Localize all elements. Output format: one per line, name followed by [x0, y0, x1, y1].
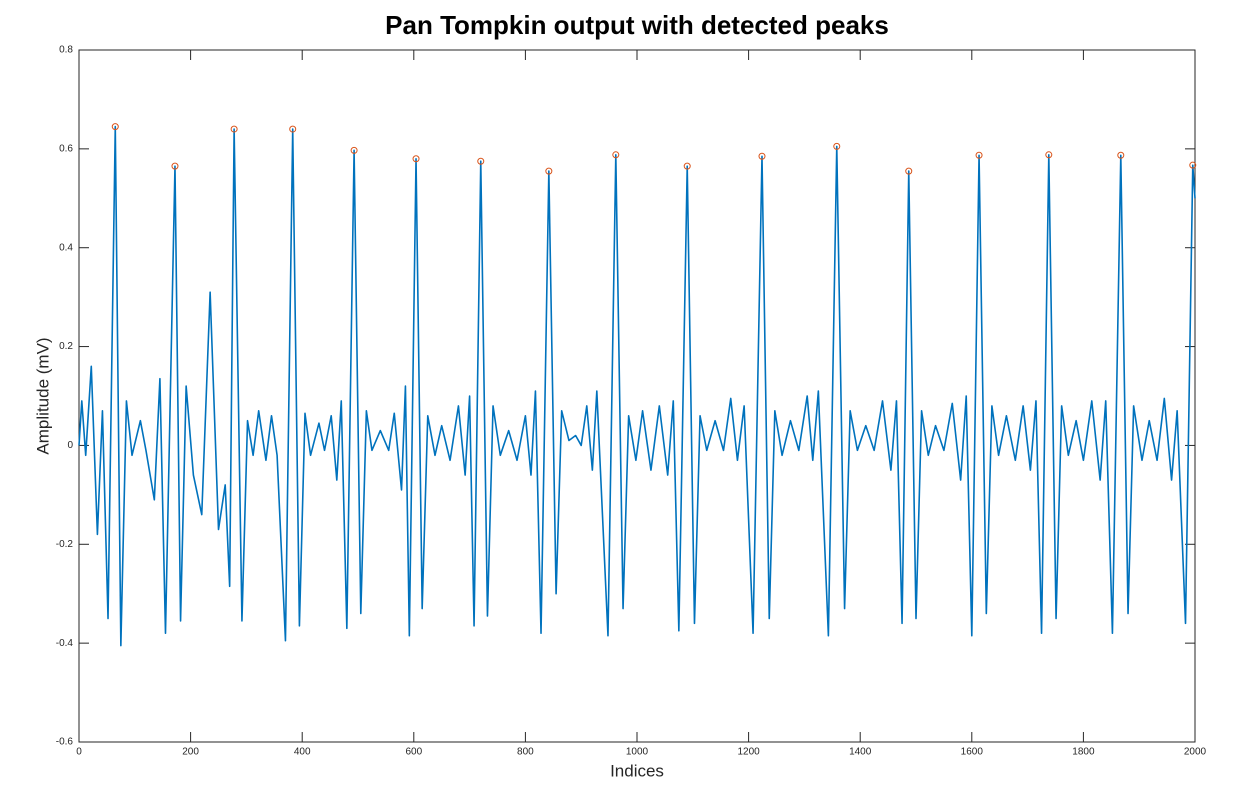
peak-marker: [412, 155, 420, 163]
x-tick-label: 1800: [1072, 747, 1095, 758]
x-axis-label: Indices: [610, 761, 664, 780]
peak-marker: [612, 151, 620, 159]
y-tick-label: -0.6: [56, 737, 74, 748]
x-tick-label: 200: [182, 747, 199, 758]
x-tick-label: 600: [405, 747, 422, 758]
y-tick-label: 0.6: [59, 143, 73, 154]
x-tick-label: 1400: [849, 747, 872, 758]
peak-marker: [1045, 151, 1053, 159]
peak-marker: [477, 157, 485, 165]
peak-marker: [905, 167, 913, 175]
y-tick-label: 0.4: [59, 242, 73, 253]
y-tick-label: -0.4: [56, 638, 74, 649]
x-tick-label: 1600: [961, 747, 984, 758]
x-tick-label: 400: [294, 747, 311, 758]
peak-marker: [975, 151, 983, 159]
peak-marker: [111, 123, 119, 131]
peak-marker: [833, 142, 841, 150]
x-tick-label: 2000: [1184, 747, 1207, 758]
x-tick-label: 1000: [626, 747, 649, 758]
chart-title: Pan Tompkin output with detected peaks: [385, 10, 889, 40]
peak-marker: [230, 125, 238, 133]
x-tick-label: 1200: [737, 747, 760, 758]
x-tick-label: 0: [76, 747, 82, 758]
y-axis-label: Amplitude (mV): [33, 337, 52, 454]
peak-marker: [289, 125, 297, 133]
x-tick-label: 800: [517, 747, 534, 758]
peak-marker: [1117, 151, 1125, 159]
y-tick-label: 0.8: [59, 45, 73, 56]
y-tick-label: 0.2: [59, 341, 73, 352]
peak-marker: [350, 146, 358, 154]
y-tick-label: -0.2: [56, 539, 74, 550]
peak-marker: [545, 167, 553, 175]
peak-marker: [171, 162, 179, 170]
line: [78, 125, 1196, 647]
peak-marker: [1189, 161, 1197, 169]
peak-marker: [683, 162, 691, 170]
y-tick-label: 0: [67, 440, 73, 451]
peak-marker: [758, 152, 766, 160]
